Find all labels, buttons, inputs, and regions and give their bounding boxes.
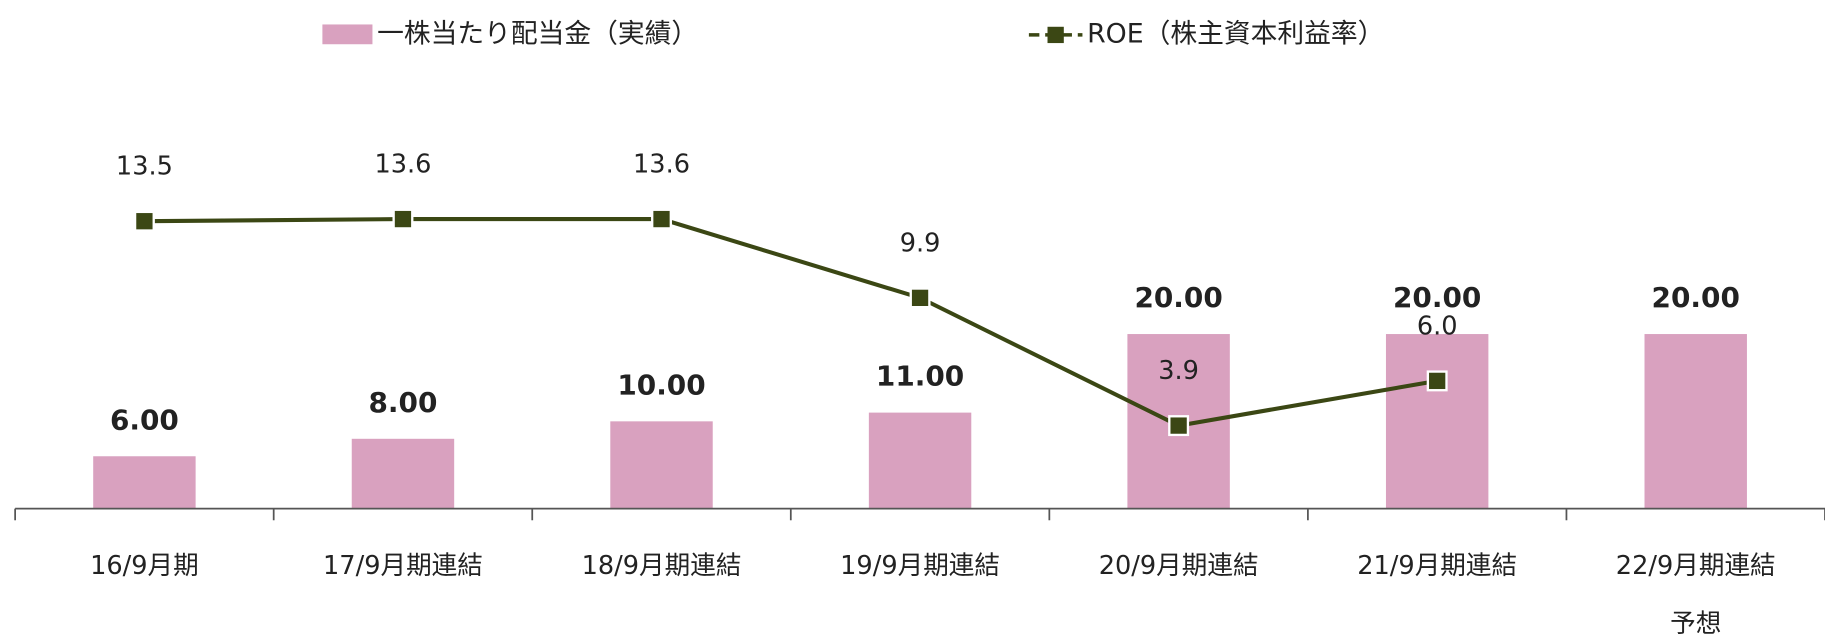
line-value-label: 13.6: [633, 150, 690, 180]
x-tick-label: 21/9月期連結: [1357, 551, 1517, 581]
x-tick-label: 17/9月期連結: [323, 551, 483, 581]
bar: [351, 438, 455, 509]
bar: [610, 421, 713, 509]
x-tick-label: 18/9月期連結: [582, 551, 742, 581]
x-tick-label: 20/9月期連結: [1099, 551, 1259, 581]
line-marker: [1168, 415, 1190, 437]
line-marker: [909, 287, 931, 309]
x-tick-label: 22/9月期連結予想: [1616, 551, 1776, 639]
bar-value-label: 11.00: [876, 360, 964, 393]
legend-swatch-marker: [1047, 26, 1064, 44]
line-marker: [133, 210, 155, 232]
bar-value-label: 20.00: [1393, 281, 1481, 314]
line-value-label: 13.5: [116, 152, 173, 182]
bar-value-label: 20.00: [1652, 281, 1740, 314]
legend-label: ROE（株主資本利益率）: [1087, 18, 1384, 49]
bar: [93, 456, 196, 509]
bar-value-label: 20.00: [1134, 281, 1222, 314]
x-tick-label: 19/9月期連結: [840, 551, 1000, 581]
bar: [1644, 334, 1747, 509]
legend-label: 一株当たり配当金（実績）: [377, 18, 698, 49]
bar: [868, 412, 972, 509]
x-tick-label: 16/9月期: [90, 551, 199, 581]
line-marker: [651, 208, 672, 230]
bar: [1385, 334, 1489, 509]
line-value-label: 9.9: [900, 228, 941, 258]
bar-value-label: 6.00: [110, 403, 179, 436]
line-marker: [1426, 370, 1448, 392]
bar-value-label: 10.00: [617, 368, 705, 401]
legend-swatch-bar: [322, 24, 373, 45]
line-value-label: 13.6: [374, 150, 431, 180]
line-value-label: 3.9: [1158, 356, 1199, 386]
line-marker: [392, 208, 414, 230]
line-value-label: 6.0: [1417, 311, 1458, 341]
line: [144, 217, 1438, 428]
bar-value-label: 8.00: [369, 386, 438, 419]
